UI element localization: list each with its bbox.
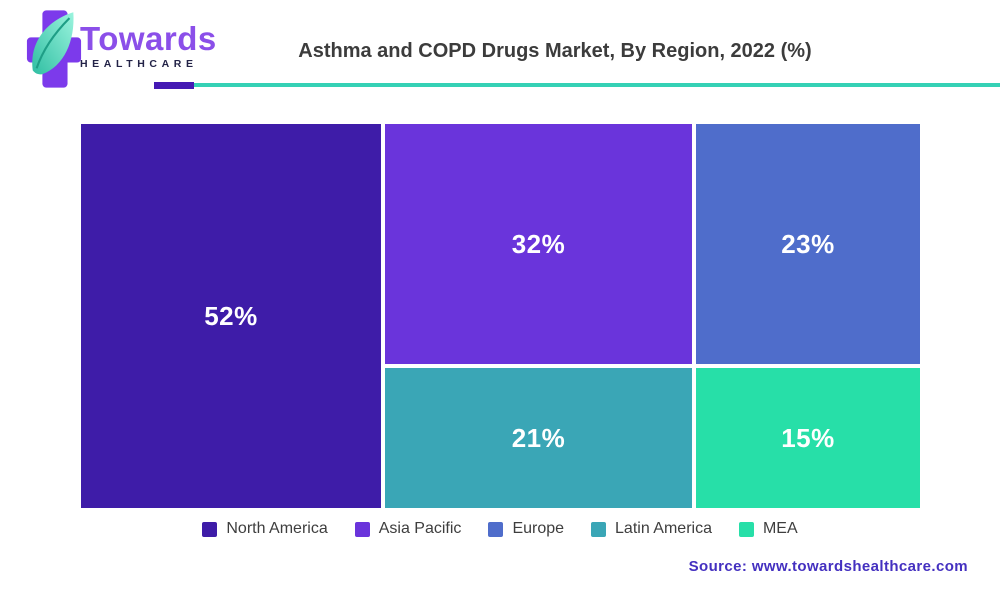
value-label-asia-pacific: 32% [511,228,566,259]
legend-label-latin-america: Latin America [615,520,712,537]
value-label-latin-america: 21% [511,422,566,453]
treemap-block-mea: 15% [696,368,920,508]
brand-wordmark: Towards HEALTHCARE [80,20,217,70]
legend-item-asia-pacific: Asia Pacific [354,520,462,538]
treemap-block-latin-america: 21% [385,368,692,508]
brand-name: Towards [80,20,217,57]
legend-swatch-mea [738,521,754,537]
legend-swatch-north-america [202,521,218,537]
treemap-block-asia-pacific: 32% [385,124,692,364]
treemap-block-europe: 23% [696,124,920,364]
legend-label-europe: Europe [512,520,565,537]
legend-item-latin-america: Latin America [591,520,712,538]
divider-teal-line [194,83,1000,87]
legend-swatch-asia-pacific [354,521,370,537]
legend-swatch-latin-america [591,521,607,537]
legend-item-mea: MEA [738,520,798,538]
brand-subtitle: HEALTHCARE [80,58,198,70]
treemap-chart: 52% 32% 23% 21% 15% [81,124,920,508]
legend-item-europe: Europe [488,520,564,538]
cross-leaf-logo-icon [26,10,82,88]
legend-label-north-america: North America [226,520,328,537]
chart-title: Asthma and COPD Drugs Market, By Region,… [298,40,812,62]
value-label-north-america: 52% [204,300,258,331]
source-credit: Source: www.towardshealthcare.com [688,558,968,575]
legend-label-asia-pacific: Asia Pacific [378,520,462,537]
value-label-mea: 15% [781,422,835,453]
legend-label-mea: MEA [762,520,798,537]
title-divider [154,81,1000,89]
divider-accent-bar [154,81,194,89]
legend-swatch-europe [488,521,504,537]
chart-legend: North America Asia Pacific Europe Latin … [0,520,1000,538]
treemap-block-north-america: 52% [81,124,381,508]
legend-item-north-america: North America [202,520,328,538]
value-label-europe: 23% [781,228,835,259]
